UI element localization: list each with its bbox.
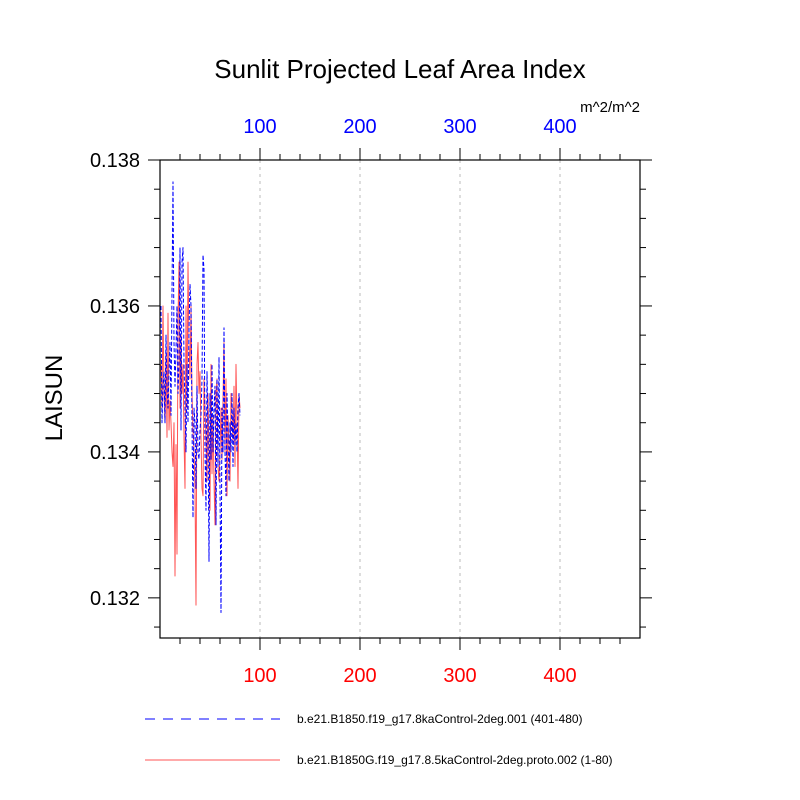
series-line-2 — [160, 261, 241, 606]
y-tick-label: 0.136 — [90, 296, 140, 318]
x-tick-label-top: 100 — [243, 116, 276, 138]
x-tick-label-bottom: 200 — [343, 665, 376, 687]
y-tick-label: 0.132 — [90, 588, 140, 610]
axis-ticks — [148, 148, 652, 650]
x-tick-label-bottom: 100 — [243, 665, 276, 687]
y-axis-label: LAISUN — [41, 355, 68, 442]
x-tick-label-top: 400 — [543, 116, 576, 138]
tick-labels: 100 100 200 200 300 300 400 400 0.132 0.134 0.136 0… — [90, 116, 577, 687]
legend-label-series-2: b.e21.B1850G.f19_g17.8.5kaControl-2deg.p… — [297, 753, 613, 767]
series-line-1 — [160, 181, 241, 613]
x-tick-label-top: 300 — [443, 116, 476, 138]
y-tick-label: 0.134 — [90, 442, 140, 464]
grid-lines — [259, 160, 561, 638]
units-label: m^2/m^2 — [580, 99, 640, 116]
legend-label-series-1: b.e21.B1850.f19_g17.8kaControl-2deg.001 … — [297, 712, 583, 726]
x-tick-label-bottom: 400 — [543, 665, 576, 687]
y-tick-label: 0.138 — [90, 150, 140, 172]
x-tick-label-bottom: 300 — [443, 665, 476, 687]
series-layer — [160, 181, 241, 613]
legend: b.e21.B1850.f19_g17.8kaControl-2deg.001 … — [145, 712, 613, 767]
x-tick-label-top: 200 — [343, 116, 376, 138]
chart-title: Sunlit Projected Leaf Area Index — [214, 54, 585, 84]
